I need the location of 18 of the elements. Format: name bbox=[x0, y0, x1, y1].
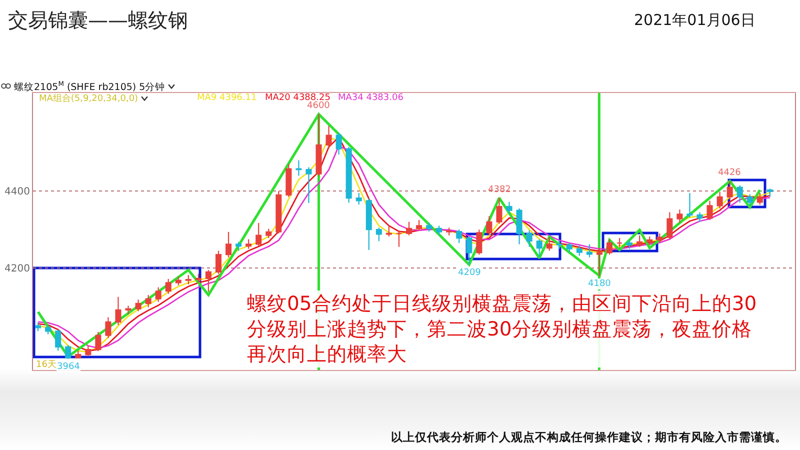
annotation: 3964 bbox=[57, 362, 80, 372]
annotation: 4426 bbox=[718, 168, 742, 178]
y-tick-label: 4400 bbox=[4, 186, 30, 198]
annotation: 螺纹05合约处于日线级别横盘震荡，由区间下沿向上的30分级别上涨趋势下，第二波30分级别横盘震荡，夜盘价格再次向上的概率大 bbox=[247, 292, 757, 366]
chart-subtitle: 螺纹2105$^{M}$ (SHFE rb2105) 5分钟 bbox=[14, 80, 166, 93]
text: 2021年01月06日 bbox=[634, 11, 756, 29]
text: 以上仅代表分析师个人观点不构成任何操作建议；期市有风险入市需谨慎。 bbox=[391, 430, 787, 444]
annotation: 16天 bbox=[36, 359, 56, 370]
annotation: 4382 bbox=[488, 185, 511, 195]
chart-title: 交易锦囊——螺纹钢 bbox=[8, 8, 188, 32]
annotation: 4180 bbox=[588, 279, 612, 289]
text: MA20 4388.25 bbox=[265, 93, 330, 103]
text: MA9 4396.11 bbox=[197, 93, 257, 103]
annotation: MA组合(5,9,20,34,0,0) bbox=[39, 93, 138, 104]
text: MA34 4383.06 bbox=[338, 93, 404, 103]
y-tick-label: 4200 bbox=[4, 264, 30, 275]
annotation: 4209 bbox=[458, 268, 482, 278]
annotation: 4600 bbox=[307, 101, 330, 111]
